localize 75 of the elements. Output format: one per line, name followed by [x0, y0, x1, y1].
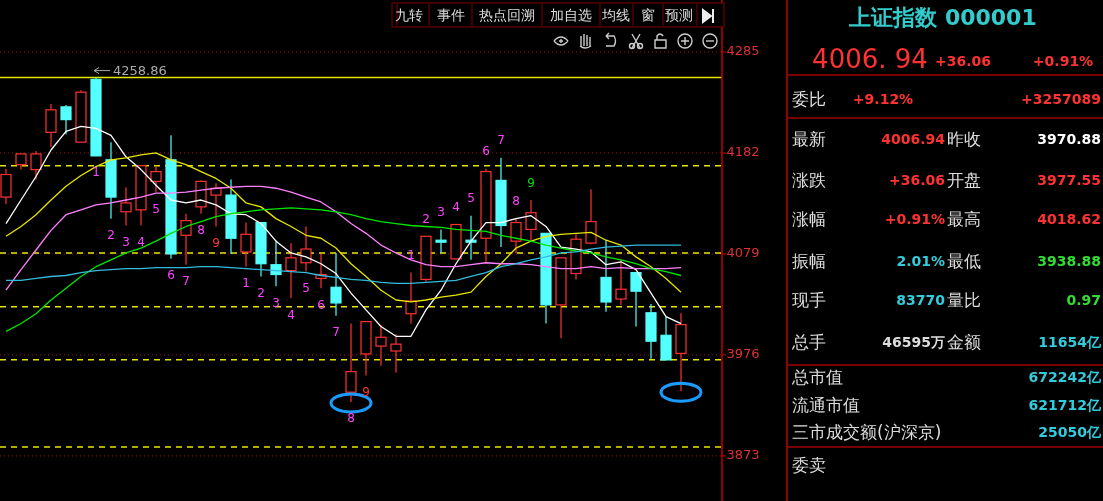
text: +0.91% — [1032, 53, 1094, 69]
text: 25050亿 — [1038, 424, 1102, 440]
annotation: 4 — [452, 200, 460, 215]
text: 3970.88 — [1037, 131, 1101, 147]
text: 4006.94 — [881, 131, 946, 147]
annotation: 6 — [167, 268, 175, 283]
annotation: 4 — [137, 235, 145, 249]
annotation: 窗 — [641, 7, 655, 23]
annotation: 5 — [467, 191, 475, 206]
annotation: 8 — [347, 411, 355, 426]
text: 流通市值 — [792, 395, 860, 415]
text: 672242亿 — [1028, 369, 1102, 385]
text: 4006. 94 — [812, 43, 928, 74]
text: 昨收 — [947, 129, 981, 149]
text: +36.06 — [934, 53, 992, 69]
text: +0.91% — [884, 211, 945, 227]
annotation: 9 — [527, 175, 535, 190]
annotation: 预测 — [665, 7, 693, 23]
text: 涨跌 — [792, 170, 826, 190]
text: 总手 — [791, 332, 826, 352]
text: 总市值 — [791, 367, 843, 387]
text: 涨幅 — [792, 209, 826, 229]
annotation: 2 — [257, 285, 265, 300]
annotation: 热点回溯 — [479, 7, 535, 23]
y-tick-label: 3873 — [726, 447, 760, 463]
y-tick-label: 4079 — [726, 245, 760, 261]
text: 11654亿 — [1038, 334, 1102, 350]
text: 4018.62 — [1037, 211, 1101, 227]
annotation: 5 — [302, 281, 310, 296]
text: 最低 — [947, 251, 981, 271]
annotation: 7 — [497, 133, 505, 148]
y-tick-label: 4182 — [726, 144, 760, 160]
annotation: 均线 — [601, 7, 630, 23]
ref-line-label: 4258.86 — [113, 62, 167, 78]
annotation: 加自选 — [550, 7, 592, 23]
annotation: 3 — [122, 235, 130, 249]
text: 现手 — [792, 290, 826, 310]
annotation: 6 — [482, 144, 490, 159]
annotation: 5 — [152, 201, 160, 216]
annotation: 1 — [92, 165, 100, 180]
text: 量比 — [947, 290, 981, 310]
annotation: 9 — [362, 385, 370, 399]
text: 开盘 — [947, 170, 981, 190]
annotation: 3 — [437, 204, 445, 219]
text: 委卖 — [792, 455, 826, 475]
annotation: 事件 — [437, 7, 465, 23]
text: 83770 — [896, 292, 946, 308]
annotation: 7 — [332, 325, 340, 340]
text: 金额 — [947, 332, 981, 352]
text: 三市成交额(沪深京) — [792, 422, 942, 442]
text: +3257089 — [1021, 91, 1101, 107]
text: 上证指数 000001 — [848, 5, 1037, 30]
annotation: 8 — [197, 223, 205, 238]
annotation: 2 — [422, 211, 430, 226]
annotation: 4 — [287, 307, 295, 322]
y-tick-label: 3976 — [726, 346, 760, 362]
annotation: 九转 — [395, 7, 423, 23]
text: 3977.55 — [1037, 172, 1101, 188]
text: 最新 — [792, 129, 826, 149]
y-tick-label: 4285 — [726, 43, 760, 59]
annotation: 1 — [242, 276, 250, 291]
text: 46595万 — [882, 334, 945, 350]
annotation: 2 — [107, 228, 115, 243]
annotation: 7 — [182, 274, 190, 289]
text: 委比 — [792, 89, 826, 109]
annotation: 9 — [212, 235, 220, 250]
text: +9.12% — [852, 91, 914, 107]
text: +36.06 — [888, 172, 945, 188]
text: 振幅 — [792, 251, 826, 271]
text: 0.97 — [1066, 292, 1101, 308]
text: 2.01% — [896, 253, 945, 269]
text: 3938.88 — [1037, 253, 1101, 269]
text: 621712亿 — [1028, 397, 1102, 413]
annotation: 8 — [512, 194, 520, 209]
text: 最高 — [947, 209, 981, 229]
